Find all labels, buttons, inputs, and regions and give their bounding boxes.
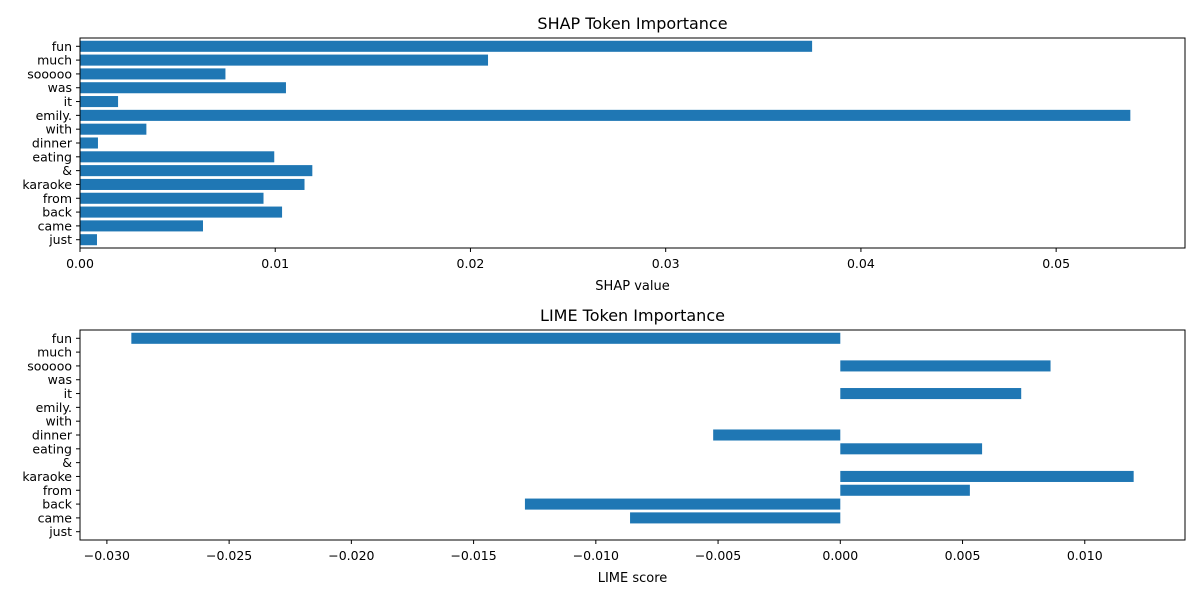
lime-x-axis-label: LIME score xyxy=(598,571,668,586)
shap-x-tick-label: 0.01 xyxy=(261,256,289,271)
lime-y-tick-label: fun xyxy=(52,331,72,346)
lime-x-tick-label: −0.025 xyxy=(206,548,252,563)
lime-y-tick-label: emily. xyxy=(36,400,72,415)
lime-bar-eating xyxy=(840,443,983,455)
shap-bar-fun xyxy=(80,40,813,52)
lime-chart: LIME Token Importance −0.030 −0.025 −0.020… xyxy=(22,306,1186,586)
lime-y-tick-label: it xyxy=(64,386,72,401)
shap-y-ticks: justcamebackfromkaraoke&eatingdinnerwith… xyxy=(22,39,80,247)
lime-x-tick-label: −0.015 xyxy=(450,548,496,563)
shap-bar-it xyxy=(80,96,119,108)
shap-x-tick-label: 0.05 xyxy=(1042,256,1070,271)
lime-y-tick-label: much xyxy=(37,345,72,360)
lime-bar-came xyxy=(630,512,841,524)
shap-bar-sooooo xyxy=(80,68,226,80)
lime-x-ticks: −0.030 −0.025 −0.020 −0.015 −0.010 −0.005 0.00… xyxy=(84,540,1103,563)
lime-bar-from xyxy=(840,484,970,496)
shap-y-tick-label: it xyxy=(64,94,72,109)
lime-y-tick-label: from xyxy=(43,483,72,498)
shap-x-tick-label: 0.03 xyxy=(652,256,680,271)
lime-bar-back xyxy=(524,498,841,510)
lime-bar-it xyxy=(840,388,1022,400)
shap-x-axis-label: SHAP value xyxy=(595,279,669,294)
lime-y-tick-label: sooooo xyxy=(27,358,72,373)
lime-x-tick-label: 0.005 xyxy=(945,548,981,563)
lime-bars xyxy=(131,332,1134,524)
shap-bar-much xyxy=(80,54,489,66)
shap-y-tick-label: karaoke xyxy=(22,177,72,192)
shap-y-tick-label: sooooo xyxy=(27,66,72,81)
lime-y-tick-label: came xyxy=(38,510,73,525)
lime-bar-fun xyxy=(131,332,841,344)
lime-bar-dinner xyxy=(713,429,841,441)
shap-y-tick-label: emily. xyxy=(36,108,72,123)
lime-y-tick-label: & xyxy=(62,455,72,470)
lime-x-tick-label: −0.020 xyxy=(328,548,374,563)
shap-y-tick-label: came xyxy=(38,218,73,233)
shap-y-tick-label: dinner xyxy=(32,136,73,151)
shap-chart: SHAP Token Importance 0.00 0.01 0.02 0.03 0.… xyxy=(22,14,1186,294)
shap-bar-was xyxy=(80,82,286,94)
lime-x-tick-label: −0.030 xyxy=(84,548,130,563)
lime-bar-sooooo xyxy=(840,360,1051,372)
shap-y-tick-label: with xyxy=(45,122,72,137)
shap-y-tick-label: eating xyxy=(32,149,72,164)
shap-y-tick-label: from xyxy=(43,191,72,206)
shap-y-tick-label: just xyxy=(48,232,72,247)
lime-y-tick-label: with xyxy=(45,414,72,429)
lime-x-tick-label: 0.010 xyxy=(1067,548,1103,563)
shap-bar-from xyxy=(80,192,264,204)
lime-y-tick-label: dinner xyxy=(32,428,73,443)
shap-bar-emily xyxy=(80,109,1131,121)
shap-y-tick-label: fun xyxy=(52,39,72,54)
lime-y-ticks: justcamebackfromkaraoke&eatingdinnerwith… xyxy=(22,331,80,539)
shap-bar-with xyxy=(80,123,147,135)
lime-bar-karaoke xyxy=(840,470,1134,482)
lime-x-tick-label: −0.005 xyxy=(695,548,741,563)
shap-x-ticks: 0.00 0.01 0.02 0.03 0.04 0.05 xyxy=(66,248,1070,271)
lime-chart-title: LIME Token Importance xyxy=(540,306,725,325)
shap-x-tick-label: 0.00 xyxy=(66,256,94,271)
shap-y-tick-label: was xyxy=(48,80,72,95)
shap-y-tick-label: much xyxy=(37,53,72,68)
shap-bar-just xyxy=(80,234,97,246)
lime-y-tick-label: just xyxy=(48,524,72,539)
shap-bar-karaoke xyxy=(80,178,305,190)
shap-bars xyxy=(80,40,1131,246)
shap-y-tick-label: & xyxy=(62,163,72,178)
shap-x-tick-label: 0.04 xyxy=(847,256,875,271)
lime-x-tick-label: −0.010 xyxy=(573,548,619,563)
shap-x-tick-label: 0.02 xyxy=(457,256,485,271)
shap-chart-title: SHAP Token Importance xyxy=(537,14,727,33)
lime-x-tick-label: 0.000 xyxy=(822,548,858,563)
shap-bar-dinner xyxy=(80,137,98,149)
lime-y-tick-label: eating xyxy=(32,441,72,456)
lime-y-tick-label: back xyxy=(42,497,72,512)
shap-bar-came xyxy=(80,220,203,232)
shap-bar-amp xyxy=(80,165,313,177)
lime-y-tick-label: was xyxy=(48,372,72,387)
shap-y-tick-label: back xyxy=(42,205,72,220)
shap-bar-eating xyxy=(80,151,275,163)
lime-y-tick-label: karaoke xyxy=(22,469,72,484)
shap-bar-back xyxy=(80,206,283,218)
